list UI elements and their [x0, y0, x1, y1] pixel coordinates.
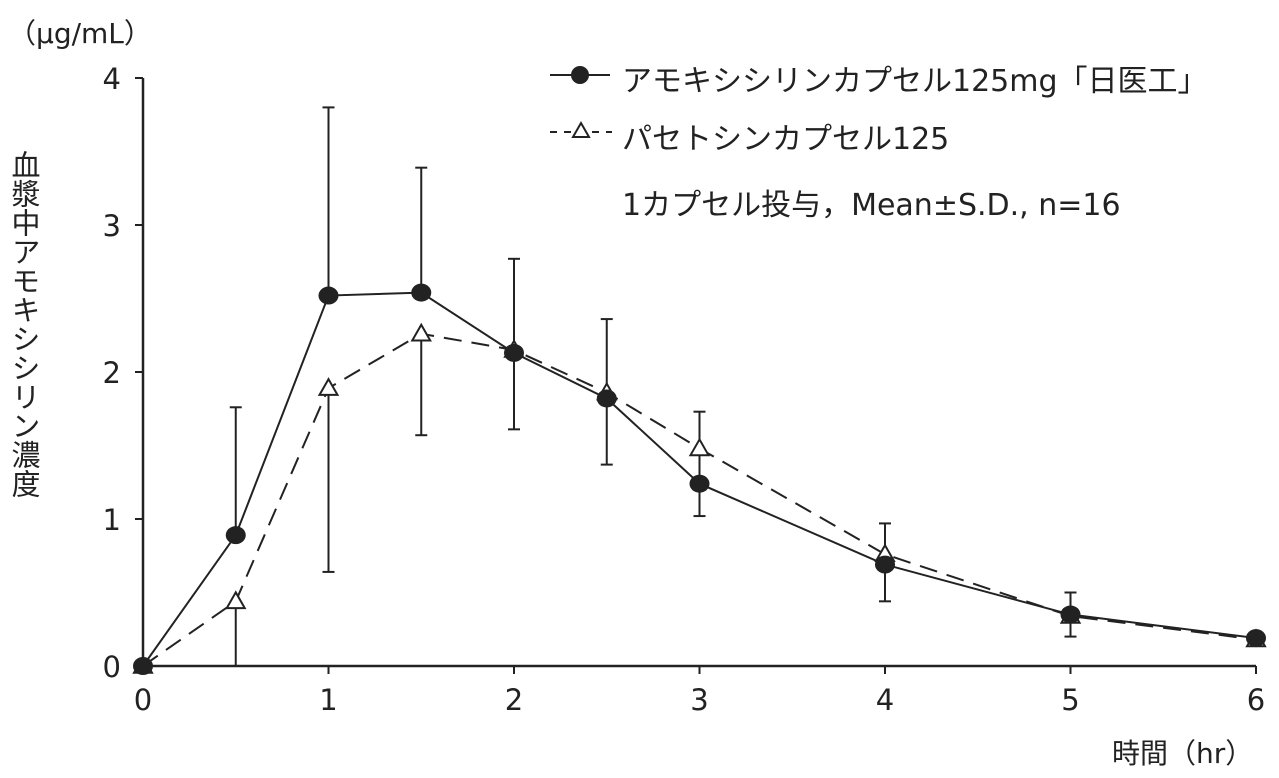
series-1-point: [596, 389, 617, 408]
y-axis-unit: （μg/mL）: [8, 17, 152, 50]
series-2-point: [225, 590, 247, 610]
series-2-point: [410, 322, 432, 342]
legend-label-series-2: パセトシンカプセル125: [622, 122, 950, 157]
y-tick-label: 4: [103, 62, 121, 96]
y-tick-label: 1: [103, 503, 121, 537]
x-tick-label: 2: [505, 683, 523, 717]
series-1-point: [225, 526, 246, 545]
series-1-point: [318, 286, 339, 305]
x-tick-label: 6: [1247, 683, 1265, 717]
x-tick-label: 4: [876, 683, 894, 717]
x-tick-label: 5: [1061, 683, 1079, 717]
series-2-line: [142, 332, 1257, 667]
series-1-point: [504, 343, 524, 362]
legend-marker-series-1: [571, 66, 589, 84]
series-1-point: [1060, 605, 1081, 624]
legend-marker-series-2: [571, 120, 591, 138]
legend-label-series-1: アモキシシリンカプセル125mg「日医工」: [622, 64, 1208, 99]
series-1-point: [689, 474, 710, 493]
annotation: 1カプセル投与，Mean±S.D., n=16: [622, 188, 1121, 223]
series-1-point: [875, 555, 895, 574]
series-2-point: [688, 437, 711, 457]
y-axis-label: 血漿中アモキシシリン濃度: [7, 150, 41, 498]
series-2-point: [317, 377, 340, 396]
y-tick-label: 0: [103, 650, 121, 684]
y-tick-label: 2: [103, 356, 121, 390]
series-1-line: [142, 291, 1257, 667]
x-tick-label: 0: [134, 683, 152, 717]
y-tick-label: 3: [103, 209, 121, 243]
series-1-point: [1246, 629, 1266, 648]
x-axis-label: 時間（hr）: [1112, 737, 1254, 770]
series-1-point: [133, 657, 153, 675]
x-tick-label: 1: [319, 683, 337, 717]
series-1-point: [411, 283, 432, 302]
x-tick-label: 3: [690, 683, 708, 717]
